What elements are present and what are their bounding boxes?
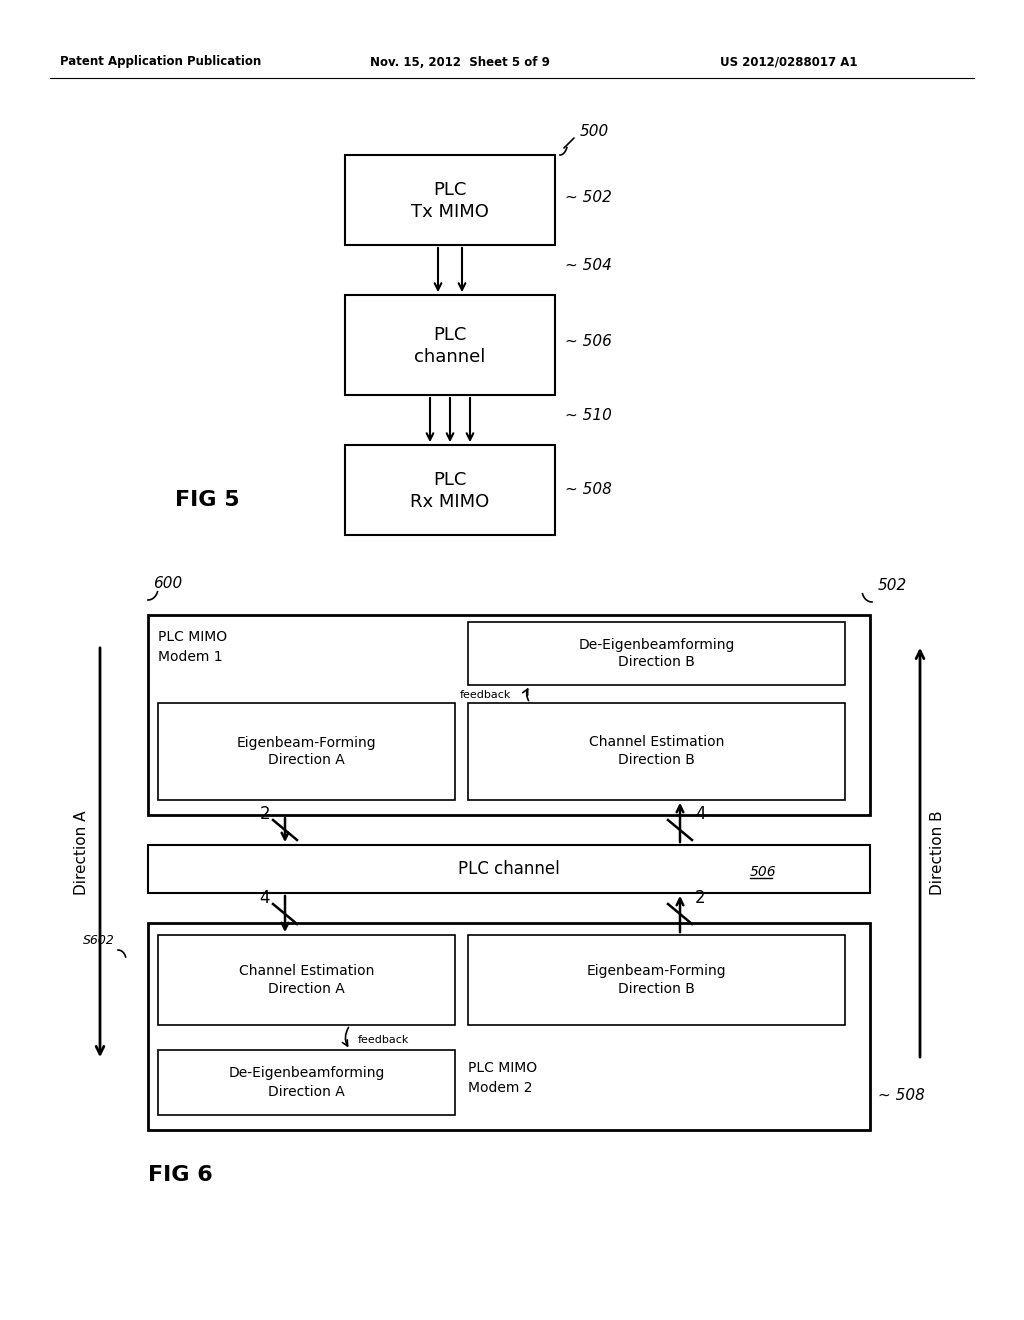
Text: PLC: PLC	[433, 471, 467, 488]
Text: Nov. 15, 2012  Sheet 5 of 9: Nov. 15, 2012 Sheet 5 of 9	[370, 55, 550, 69]
Bar	[158, 704, 455, 800]
Text: ~ 508: ~ 508	[878, 1088, 925, 1102]
Bar	[468, 704, 845, 800]
Bar	[158, 935, 455, 1026]
Text: Direction A: Direction A	[75, 810, 89, 895]
Text: Direction A: Direction A	[268, 1085, 345, 1098]
Text: feedback: feedback	[358, 1035, 410, 1045]
Text: Eigenbeam-Forming: Eigenbeam-Forming	[237, 735, 376, 750]
Text: Rx MIMO: Rx MIMO	[411, 492, 489, 511]
Text: Direction A: Direction A	[268, 982, 345, 997]
Text: 502: 502	[878, 578, 907, 593]
Text: S602: S602	[83, 933, 115, 946]
Text: Tx MIMO: Tx MIMO	[411, 203, 488, 220]
Text: US 2012/0288017 A1: US 2012/0288017 A1	[720, 55, 857, 69]
Text: PLC MIMO: PLC MIMO	[158, 630, 227, 644]
Text: Channel Estimation: Channel Estimation	[239, 964, 374, 978]
Text: Channel Estimation: Channel Estimation	[589, 735, 724, 750]
Text: channel: channel	[415, 348, 485, 366]
Bar	[468, 622, 845, 685]
Text: Direction B: Direction B	[618, 656, 695, 669]
Text: ~ 510: ~ 510	[565, 408, 612, 422]
Text: Direction B: Direction B	[618, 982, 695, 997]
Bar	[148, 615, 870, 814]
Text: Direction B: Direction B	[618, 754, 695, 767]
Text: PLC: PLC	[433, 181, 467, 199]
Text: De-Eigenbeamforming: De-Eigenbeamforming	[228, 1067, 385, 1081]
Text: Eigenbeam-Forming: Eigenbeam-Forming	[587, 964, 726, 978]
Text: FIG 5: FIG 5	[175, 490, 240, 510]
Text: PLC MIMO: PLC MIMO	[468, 1061, 538, 1074]
Text: ~ 502: ~ 502	[565, 190, 612, 205]
Text: PLC: PLC	[433, 326, 467, 345]
Text: ~ 506: ~ 506	[565, 334, 612, 350]
Text: 4: 4	[694, 805, 706, 822]
Bar	[345, 154, 555, 246]
Text: ~ 504: ~ 504	[565, 257, 612, 272]
Text: 600: 600	[153, 576, 182, 590]
Text: 4: 4	[260, 888, 270, 907]
Bar	[148, 845, 870, 894]
Text: 2: 2	[694, 888, 706, 907]
Text: FIG 6: FIG 6	[148, 1166, 213, 1185]
Text: feedback: feedback	[460, 690, 511, 700]
Text: 500: 500	[580, 124, 609, 140]
Bar	[345, 294, 555, 395]
Text: ~ 508: ~ 508	[565, 483, 612, 498]
Text: Modem 2: Modem 2	[468, 1081, 532, 1096]
Text: PLC channel: PLC channel	[458, 861, 560, 878]
Bar	[158, 1049, 455, 1115]
Text: De-Eigenbeamforming: De-Eigenbeamforming	[579, 638, 734, 652]
Bar	[468, 935, 845, 1026]
Text: Direction A: Direction A	[268, 754, 345, 767]
Text: 2: 2	[260, 805, 270, 822]
Text: 506: 506	[750, 865, 776, 879]
Bar	[148, 923, 870, 1130]
Bar	[345, 445, 555, 535]
Text: Direction B: Direction B	[931, 810, 945, 895]
Text: Modem 1: Modem 1	[158, 649, 222, 664]
Text: Patent Application Publication: Patent Application Publication	[60, 55, 261, 69]
